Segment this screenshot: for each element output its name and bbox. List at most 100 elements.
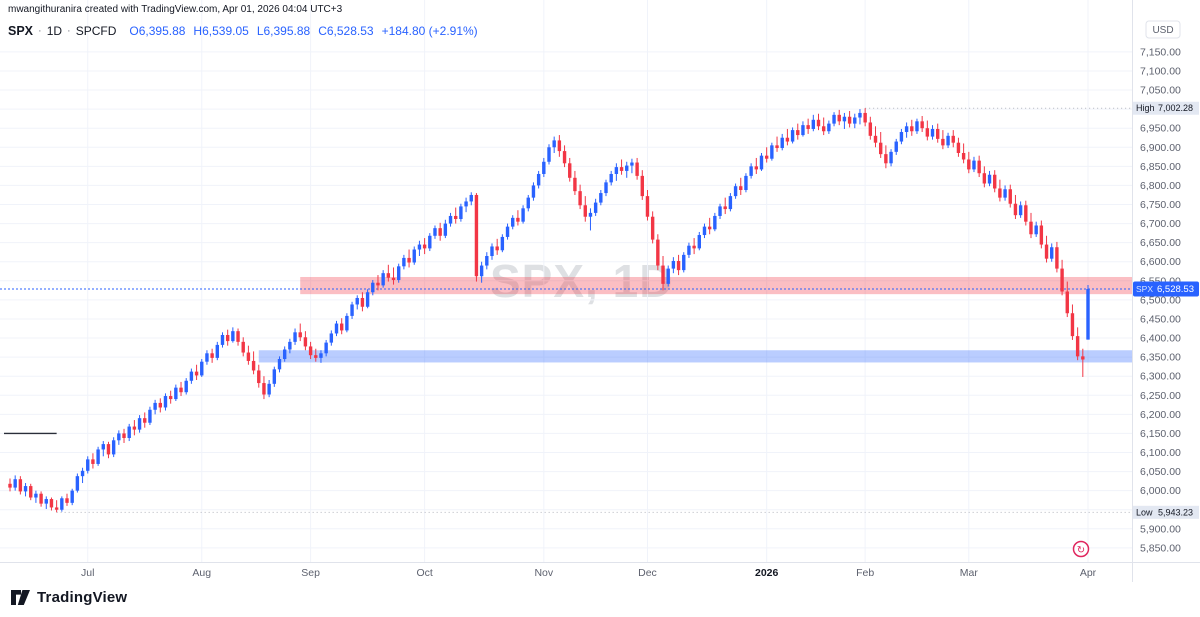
candle[interactable] [479,261,484,283]
candle[interactable] [220,332,225,348]
candle[interactable] [303,331,308,351]
candle[interactable] [583,196,587,222]
candle[interactable] [148,406,152,426]
candlestick-chart[interactable]: ↻7,150.007,100.007,050.007,000.006,950.0… [0,0,1200,582]
candle[interactable] [1060,259,1064,296]
candle[interactable] [847,111,852,128]
candle[interactable] [158,398,162,413]
candle[interactable] [941,130,945,150]
candle[interactable] [967,151,971,174]
candle[interactable] [568,157,572,182]
candle[interactable] [371,280,375,296]
currency-label[interactable]: USD [1145,20,1181,39]
candle[interactable] [723,197,727,215]
candle[interactable] [604,179,608,197]
candle[interactable] [946,132,950,149]
candle[interactable] [407,249,411,268]
candle[interactable] [454,207,458,224]
candle[interactable] [1024,200,1028,226]
candle[interactable] [661,256,665,291]
candle[interactable] [889,149,893,167]
candle[interactable] [443,219,448,239]
candle[interactable] [796,123,800,140]
candle[interactable] [350,301,354,319]
candle[interactable] [837,109,841,126]
candle[interactable] [993,170,997,193]
candle[interactable] [438,222,442,241]
candle[interactable] [433,225,437,239]
candle[interactable] [334,320,339,337]
candle[interactable] [936,123,940,143]
candle[interactable] [692,238,696,255]
candle[interactable] [29,483,33,501]
candle[interactable] [246,345,251,365]
candle[interactable] [314,348,318,362]
candle[interactable] [137,415,142,433]
candle[interactable] [422,238,427,255]
candle[interactable] [13,475,17,491]
candle[interactable] [236,328,240,346]
candle[interactable] [80,467,85,484]
candle[interactable] [749,163,753,179]
candle[interactable] [402,254,406,270]
candle[interactable] [8,478,12,492]
candle[interactable] [324,339,328,357]
candle[interactable] [827,120,831,134]
candle[interactable] [516,210,520,226]
candle[interactable] [18,476,23,495]
candle[interactable] [101,441,105,457]
candle[interactable] [210,348,214,363]
candle[interactable] [282,346,287,362]
candle[interactable] [91,453,95,469]
candle[interactable] [811,114,816,132]
candle[interactable] [806,118,810,134]
candle[interactable] [821,117,826,136]
candle[interactable] [625,161,629,178]
candle[interactable] [614,163,619,181]
candle[interactable] [702,223,707,239]
candle[interactable] [1086,284,1090,340]
candle[interactable] [464,197,468,213]
candle[interactable] [163,393,168,411]
candle[interactable] [557,135,562,157]
candle[interactable] [884,145,888,169]
candle[interactable] [733,183,738,199]
candles-layer[interactable] [8,108,1090,513]
candle[interactable] [739,177,743,195]
candle[interactable] [930,125,935,140]
candle[interactable] [360,292,365,312]
event-marker-icon[interactable]: ↻ [1072,540,1090,558]
candle[interactable] [956,137,961,157]
candle[interactable] [832,112,836,127]
candle[interactable] [448,212,453,227]
candle[interactable] [428,233,432,252]
candle[interactable] [376,275,380,291]
candle[interactable] [858,109,862,125]
candle[interactable] [1034,221,1038,237]
candle[interactable] [707,217,712,235]
candle[interactable] [640,170,644,200]
candle[interactable] [536,170,541,189]
candle[interactable] [801,121,805,137]
candle[interactable] [863,108,867,127]
candle[interactable] [593,198,598,216]
candle[interactable] [417,240,422,257]
resistance-zone[interactable] [300,276,1132,295]
candle[interactable] [189,368,194,384]
candle[interactable] [293,328,297,345]
candle[interactable] [386,264,391,282]
candle[interactable] [759,152,764,171]
candle[interactable] [531,182,536,201]
candle[interactable] [552,136,556,153]
candle[interactable] [573,170,577,195]
candle[interactable] [397,263,401,283]
candle[interactable] [241,337,245,357]
candle[interactable] [179,381,183,397]
candle[interactable] [842,112,847,129]
candle[interactable] [1003,185,1007,201]
candle[interactable] [469,192,473,206]
candle[interactable] [987,170,992,187]
candle[interactable] [143,412,147,428]
candle[interactable] [277,356,282,373]
candle[interactable] [339,318,344,335]
